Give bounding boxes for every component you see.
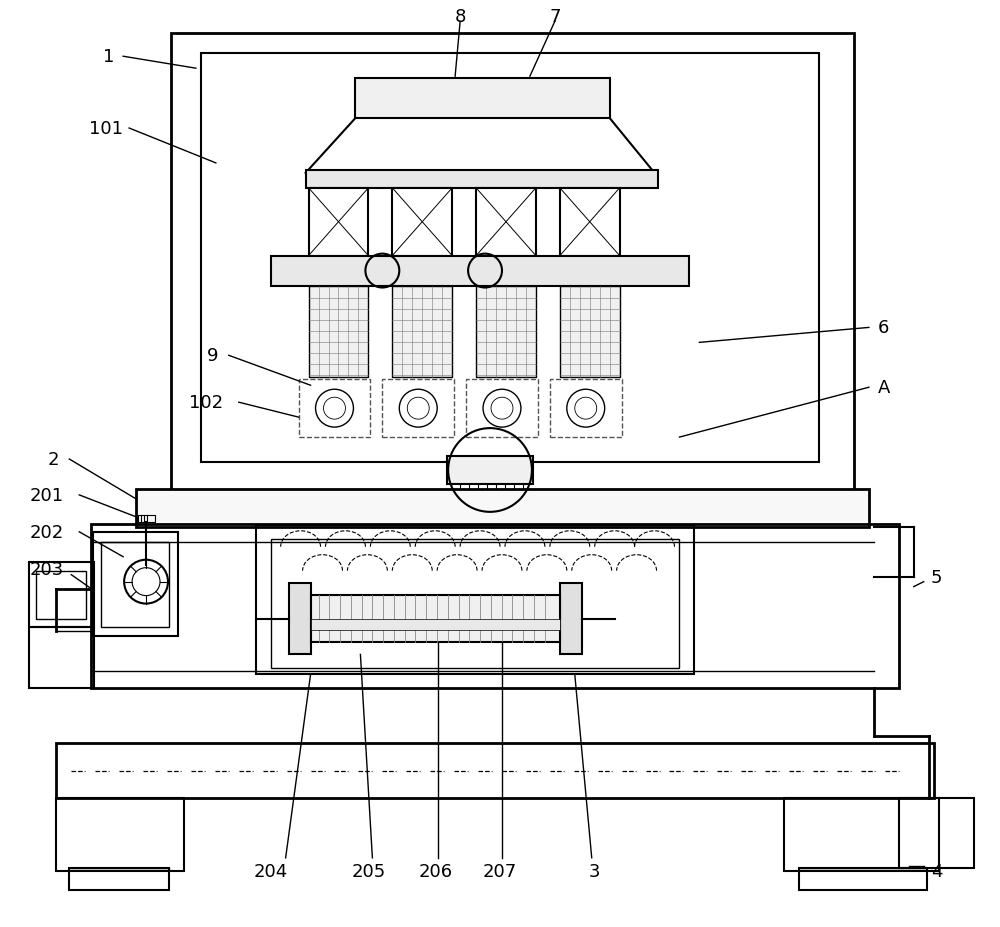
Bar (392, 188, 452, 257)
Bar (382, 380, 454, 438)
Bar (271, 257, 689, 286)
Bar (309, 286, 368, 378)
Text: 203: 203 (29, 560, 63, 578)
Text: 9: 9 (207, 347, 219, 365)
Text: 2: 2 (48, 451, 59, 468)
Bar (29, 627, 94, 689)
Bar (306, 171, 658, 188)
Bar (311, 619, 560, 630)
Bar (309, 188, 368, 257)
Bar (299, 380, 370, 438)
Bar (560, 286, 620, 378)
Bar (289, 583, 311, 654)
Bar (476, 286, 536, 378)
Text: 202: 202 (29, 523, 63, 541)
Bar (271, 540, 679, 668)
Text: 1: 1 (103, 48, 115, 66)
Bar (201, 54, 819, 463)
Text: 207: 207 (483, 862, 517, 880)
Bar (69, 868, 169, 890)
Bar (476, 188, 536, 257)
Bar (137, 515, 155, 522)
Bar (136, 489, 869, 527)
Bar (447, 456, 533, 485)
Bar (91, 525, 899, 689)
Bar (29, 562, 94, 627)
Bar (101, 542, 169, 627)
Bar (550, 380, 622, 438)
Text: 204: 204 (254, 862, 288, 880)
Text: 101: 101 (89, 120, 123, 138)
Text: A: A (878, 379, 890, 397)
Bar (93, 532, 178, 637)
Text: 205: 205 (351, 862, 386, 880)
Text: 8: 8 (454, 8, 466, 26)
Bar (466, 380, 538, 438)
Bar (311, 595, 560, 642)
Text: 7: 7 (549, 8, 561, 26)
Bar (560, 583, 582, 654)
Bar (36, 571, 86, 619)
Bar (799, 868, 927, 890)
Bar (256, 526, 694, 675)
Bar (784, 798, 939, 870)
Bar (56, 743, 934, 798)
Text: 3: 3 (589, 862, 600, 880)
Bar (355, 79, 610, 119)
Bar (560, 188, 620, 257)
Text: 5: 5 (931, 568, 942, 586)
Bar (392, 286, 452, 378)
Bar (56, 798, 184, 870)
Bar (899, 798, 974, 868)
Text: 201: 201 (29, 487, 63, 504)
Text: 4: 4 (931, 862, 942, 880)
Text: 102: 102 (189, 394, 223, 412)
Text: 206: 206 (418, 862, 452, 880)
Text: 6: 6 (878, 319, 890, 337)
Bar (171, 34, 854, 492)
